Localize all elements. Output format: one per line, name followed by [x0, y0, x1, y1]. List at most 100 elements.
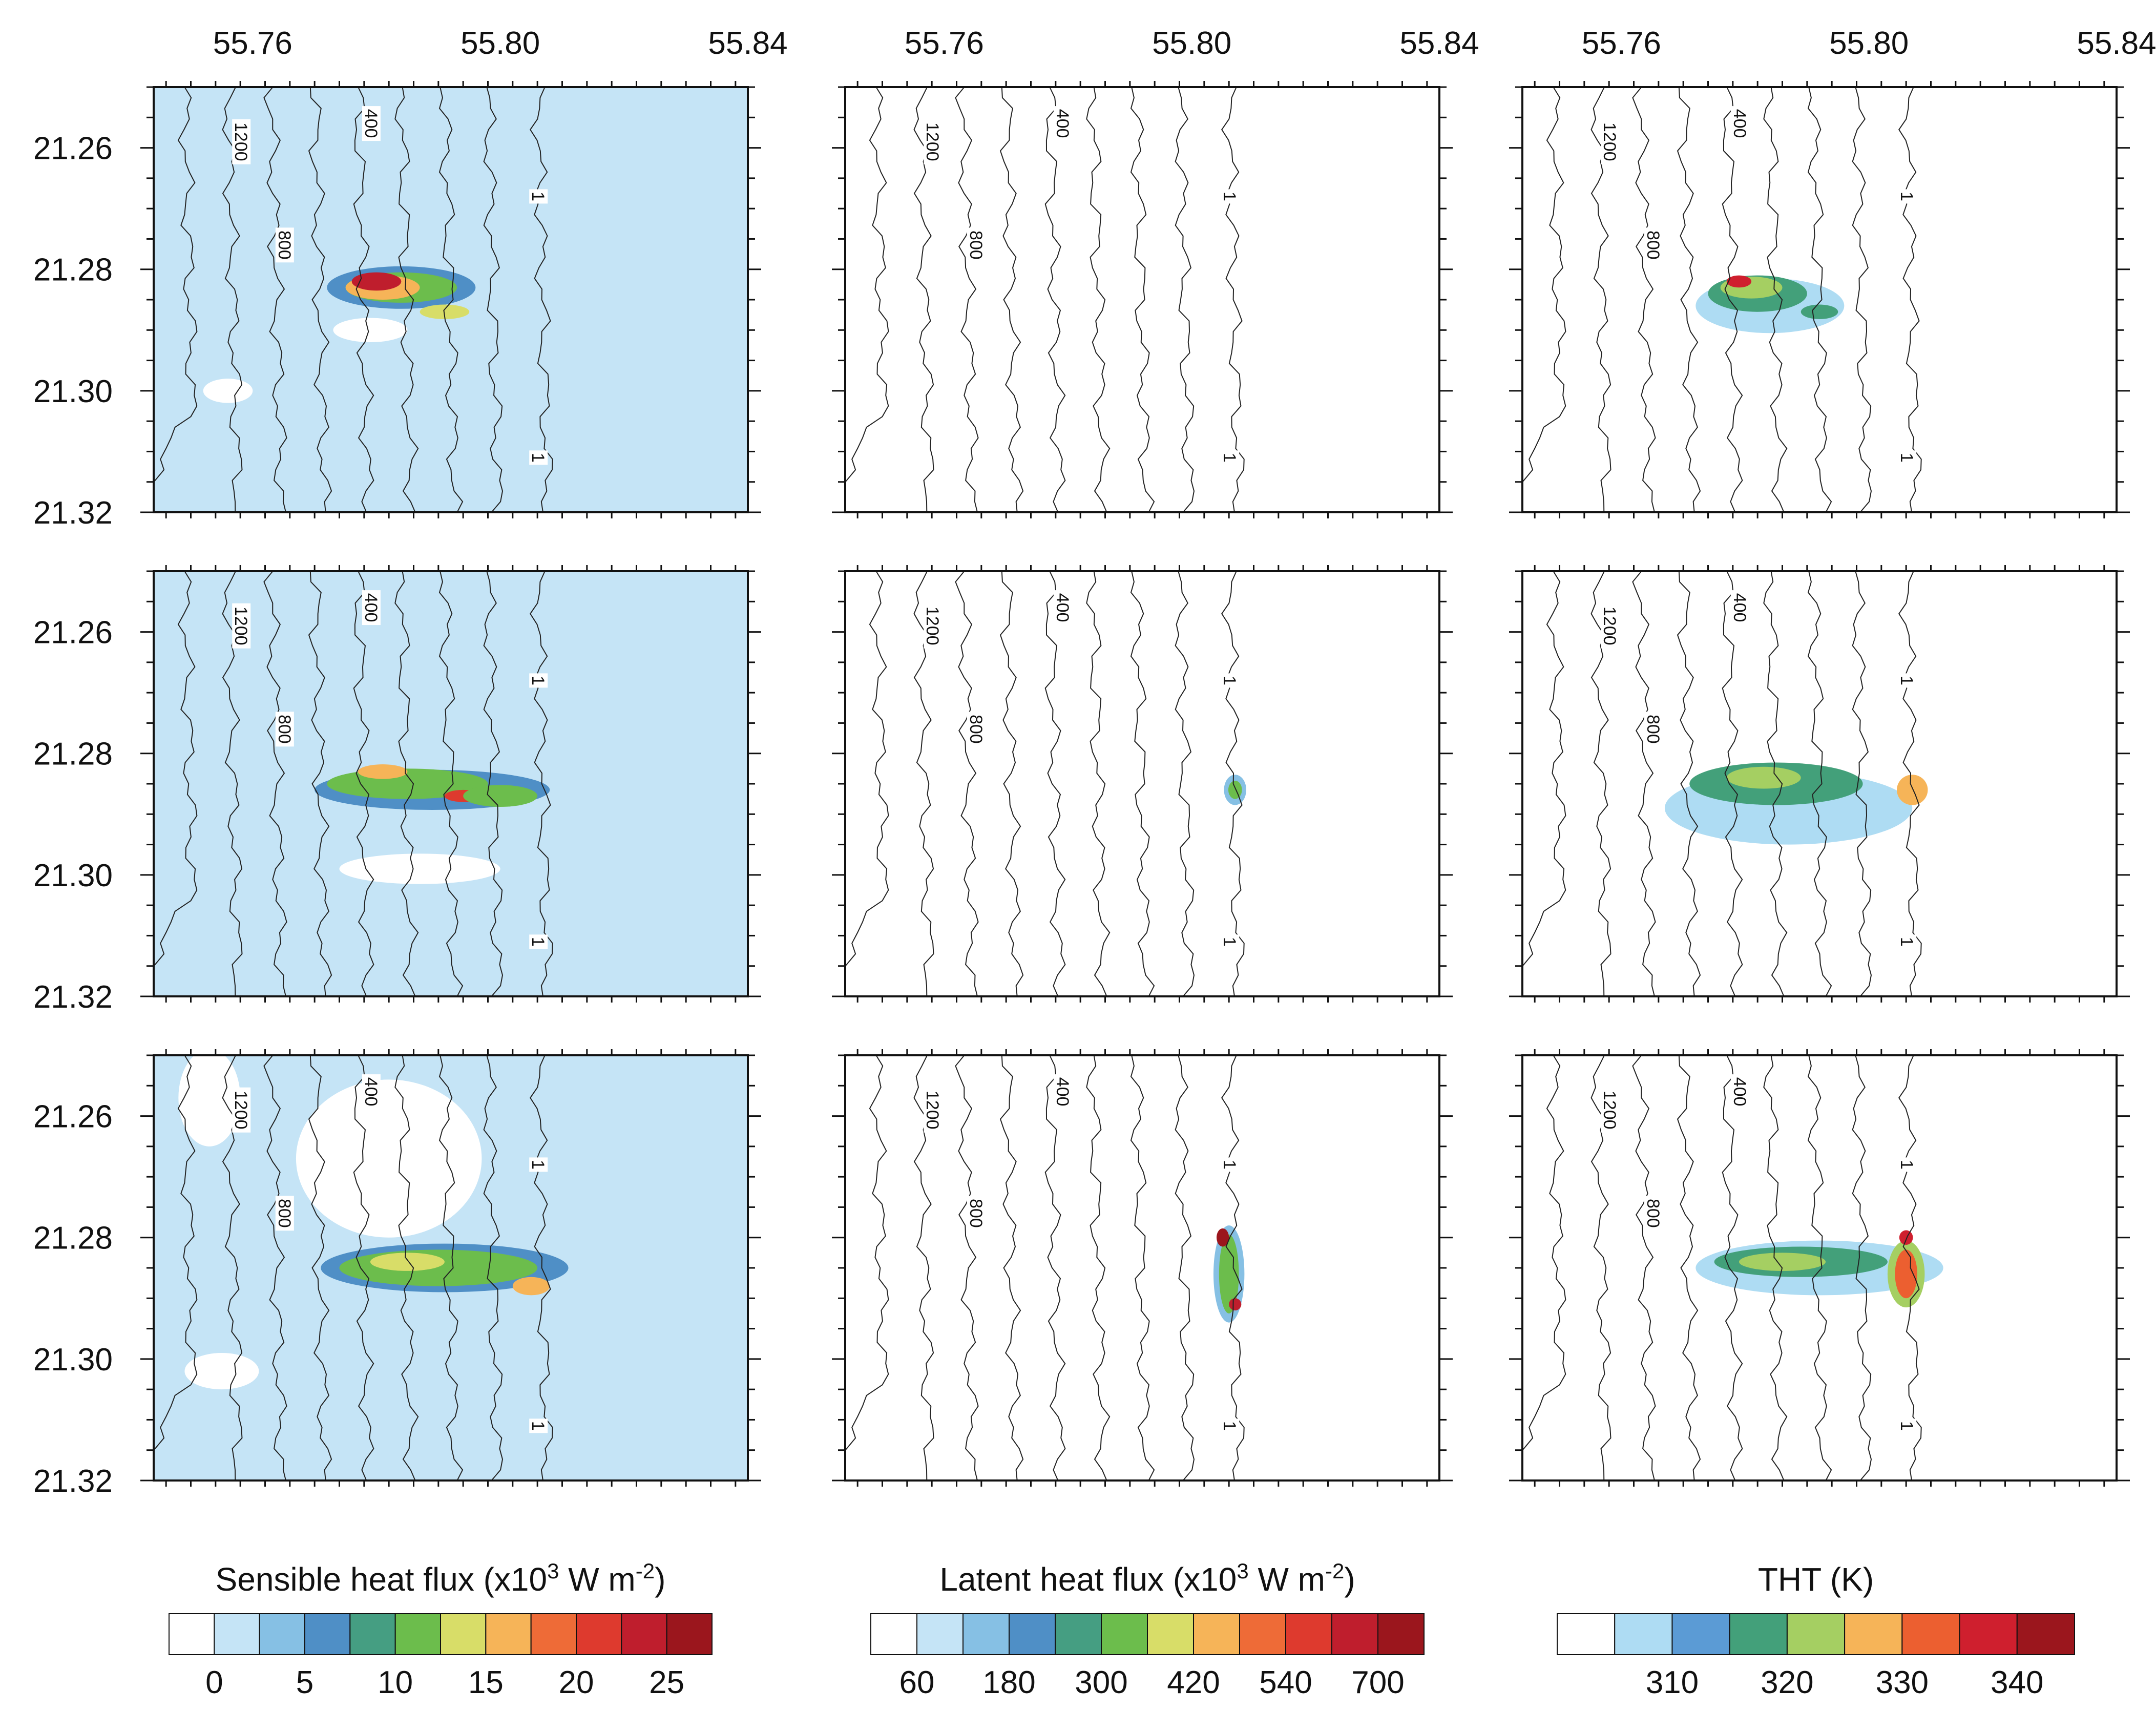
contour-label-text: 800 — [275, 1199, 294, 1228]
contour-label: 1 — [1897, 189, 1917, 204]
contour-line — [1086, 1055, 1111, 1480]
contour-label: 1200 — [1600, 119, 1620, 164]
contour-label: 1 — [1897, 450, 1917, 465]
panel-latent-1: 1200 800 400 1 1 55.76 55.80 55.84 — [832, 26, 1479, 518]
contour-label-box — [924, 1087, 943, 1133]
colorbar-label: 300 — [1075, 1665, 1127, 1700]
x-tick-label: 55.76 — [1582, 26, 1661, 61]
y-tick-label: 21.30 — [33, 858, 113, 893]
shaded-region — [1217, 1228, 1229, 1247]
colorbar-swatch — [916, 1613, 964, 1655]
contour-label-text: 400 — [1053, 593, 1072, 622]
contour-label-text: 400 — [1053, 109, 1072, 138]
y-tick-label: 21.32 — [33, 495, 113, 531]
contour-label: 800 — [275, 1196, 294, 1231]
contour-label-text: 800 — [1643, 231, 1663, 260]
contour-label-text: 1 — [1897, 937, 1916, 947]
contour-label-text: 1 — [1220, 937, 1239, 947]
contour-label: 800 — [1643, 712, 1663, 747]
contour-line — [154, 571, 198, 967]
contour-label-box — [1221, 189, 1240, 204]
panel-background — [845, 571, 1439, 996]
contour-line — [394, 87, 419, 512]
contour-label: 800 — [275, 227, 294, 263]
colorbar-label: 25 — [649, 1665, 684, 1700]
contour-line — [438, 571, 464, 996]
contour-line — [1044, 1055, 1066, 1480]
contour-label-box — [275, 227, 294, 263]
contour-line — [1175, 87, 1195, 512]
contour-line — [308, 1055, 332, 1480]
panel-tht-3: 1200 800 400 1 1 — [1509, 1049, 2130, 1487]
contour-label-text: 1 — [1897, 676, 1916, 685]
y-tick-label: 21.32 — [33, 1464, 113, 1499]
contour-label-box — [1221, 673, 1240, 688]
shaded-region — [333, 318, 408, 342]
contour-line — [1522, 1055, 1566, 1451]
colorbar-label: 180 — [982, 1665, 1035, 1700]
contour-label-text: 800 — [966, 1199, 986, 1228]
colorbar-swatch — [962, 1613, 1010, 1655]
contour-label-text: 1 — [1220, 676, 1239, 685]
contour-label-box — [1053, 1074, 1072, 1110]
contour-line — [999, 1055, 1024, 1480]
contour-label-box — [529, 189, 548, 204]
contour-label: 1 — [1220, 450, 1240, 465]
contour-label-text: 1 — [1220, 453, 1239, 463]
colorbar-swatch — [1844, 1613, 1903, 1655]
colorbar-label: 20 — [559, 1665, 594, 1700]
colorbar-swatch — [259, 1613, 305, 1655]
shaded-region — [1229, 1298, 1242, 1310]
colorbar-title-part: ) — [1344, 1561, 1355, 1598]
colorbar-label: 700 — [1351, 1665, 1404, 1700]
contour-line — [955, 1055, 979, 1480]
colorbar-tht: THT (K) 310 320 330 340 — [1557, 1561, 2076, 1700]
panel-latent-2: 1200 800 400 1 1 — [832, 565, 1453, 1003]
contour-label-text: 400 — [1730, 109, 1749, 138]
shaded-region — [420, 304, 470, 319]
contour-label-text: 800 — [1643, 715, 1663, 744]
contour-line — [1677, 87, 1701, 512]
contour-label-box — [232, 603, 251, 649]
colorbar-label: 420 — [1167, 1665, 1220, 1700]
colorbar-swatch — [1239, 1613, 1286, 1655]
contour-label: 400 — [1053, 590, 1072, 625]
colorbar-swatch — [1331, 1613, 1378, 1655]
shaded-region — [358, 764, 408, 779]
contour-label-text: 800 — [1643, 1199, 1663, 1228]
colorbar-swatch — [666, 1613, 713, 1655]
contour-label-box — [1898, 450, 1917, 465]
axis-ticks — [1509, 565, 2130, 1003]
contour-label-text: 400 — [1053, 1077, 1072, 1107]
y-tick-label: 21.28 — [33, 737, 113, 772]
contour-label-box — [1644, 1196, 1663, 1231]
contour-label: 400 — [361, 1074, 381, 1110]
colorbar-swatch — [1901, 1613, 1960, 1655]
contour-label-box — [232, 119, 251, 164]
contour-line — [999, 571, 1024, 996]
contour-line — [1175, 1055, 1195, 1480]
contour-label: 1200 — [231, 1087, 251, 1133]
contour-label: 800 — [1643, 1196, 1663, 1231]
colorbar-swatch — [530, 1613, 577, 1655]
contour-label-box — [1730, 1074, 1749, 1110]
contour-label-text: 1200 — [923, 607, 942, 645]
colorbar-swatch — [1729, 1613, 1788, 1655]
colorbar-title-part: ) — [655, 1561, 665, 1598]
colorbar-swatch — [1147, 1613, 1194, 1655]
contour-label: 800 — [966, 1196, 986, 1231]
contour-label-box — [924, 119, 943, 164]
contour-label: 1 — [1220, 934, 1240, 949]
x-tick-label: 55.84 — [2077, 26, 2156, 61]
shaded-region — [463, 785, 538, 807]
y-tick-label: 21.26 — [33, 131, 113, 166]
panel-background — [845, 87, 1439, 512]
shaded-region — [1899, 1230, 1913, 1245]
colorbar-label: 540 — [1259, 1665, 1312, 1700]
contour-label-box — [967, 712, 986, 747]
colorbar-swatch — [394, 1613, 442, 1655]
contour-label: 1 — [528, 450, 548, 465]
contour-line — [394, 1055, 419, 1480]
contour-label-box — [1898, 1419, 1917, 1433]
x-tick-label: 55.80 — [1829, 26, 1909, 61]
